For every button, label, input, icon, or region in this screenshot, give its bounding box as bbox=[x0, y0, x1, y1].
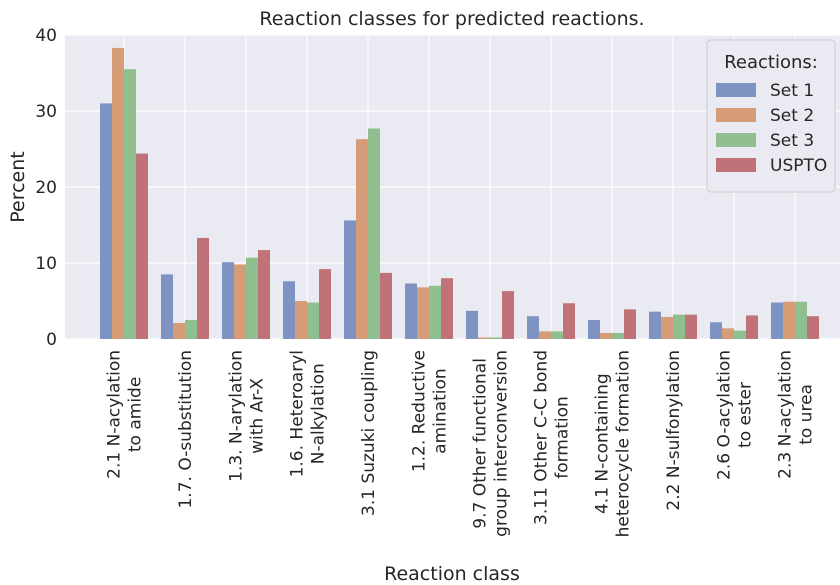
bar bbox=[795, 301, 807, 339]
bar bbox=[405, 283, 417, 339]
bar bbox=[429, 285, 441, 339]
y-tick-label: 40 bbox=[35, 26, 57, 46]
bar bbox=[173, 323, 185, 339]
bar bbox=[295, 301, 307, 339]
y-tick-label: 30 bbox=[35, 102, 57, 122]
bar bbox=[490, 337, 502, 339]
x-tick-label: 4.1 N-containingheterocycle formation bbox=[593, 350, 634, 537]
bar bbox=[283, 281, 295, 339]
y-tick-label: 10 bbox=[35, 254, 57, 274]
legend-swatch bbox=[716, 108, 756, 122]
bar bbox=[197, 237, 209, 339]
bar bbox=[344, 220, 356, 339]
bar bbox=[246, 257, 258, 339]
bar bbox=[441, 278, 453, 339]
bar bbox=[112, 47, 124, 340]
bar bbox=[124, 69, 136, 339]
bar bbox=[234, 264, 246, 339]
bars bbox=[100, 47, 819, 340]
legend-swatch bbox=[716, 133, 756, 147]
bar bbox=[417, 287, 429, 339]
bar bbox=[222, 262, 234, 339]
bar bbox=[258, 250, 270, 339]
legend-swatch bbox=[716, 158, 756, 172]
bar bbox=[539, 331, 551, 339]
legend: Reactions: Set 1 Set 2 Set 3 USPTO bbox=[706, 39, 836, 193]
y-axis-label: Percent bbox=[7, 151, 29, 223]
bar bbox=[624, 309, 636, 339]
bar bbox=[612, 332, 624, 339]
bar bbox=[551, 331, 563, 339]
x-tick-label: 3.1 Suzuki coupling bbox=[359, 350, 379, 516]
chart-title: Reaction classes for predicted reactions… bbox=[259, 8, 644, 30]
legend-label: USPTO bbox=[770, 156, 827, 176]
x-tick-label: 1.6. HeteroarylN-alkylation bbox=[288, 350, 329, 477]
bar bbox=[710, 322, 722, 339]
bar bbox=[502, 291, 514, 339]
bar bbox=[380, 272, 392, 339]
bar bbox=[136, 153, 148, 339]
bar bbox=[466, 310, 478, 339]
bar bbox=[368, 128, 380, 339]
bar bbox=[649, 311, 661, 339]
x-axis-label: Reaction class bbox=[384, 563, 520, 585]
bar bbox=[734, 330, 746, 339]
x-tick-label: 3.11 Other C-C bondformation bbox=[532, 350, 573, 525]
y-tick-label: 20 bbox=[35, 178, 57, 198]
x-tick-label: 1.3. N-arylationwith Ar-X bbox=[227, 350, 268, 482]
bar bbox=[661, 316, 673, 339]
x-tick-label: 9.7 Other functionalgroup interconversio… bbox=[471, 350, 512, 537]
x-tick-label: 2.2 N-sulfonylation bbox=[664, 350, 684, 511]
bar bbox=[100, 103, 112, 340]
bar bbox=[307, 302, 319, 339]
legend-label: Set 1 bbox=[770, 81, 814, 101]
bar bbox=[807, 316, 819, 339]
x-tick-label: 2.6 O-acylationto ester bbox=[715, 350, 756, 480]
y-tick-label: 0 bbox=[46, 330, 57, 350]
bar bbox=[356, 139, 368, 339]
bar bbox=[563, 303, 575, 339]
bar bbox=[783, 301, 795, 339]
bar bbox=[746, 315, 758, 339]
bar bbox=[771, 302, 783, 339]
bar bbox=[185, 320, 197, 339]
x-tick-label: 2.1 N-acylationto amide bbox=[105, 350, 146, 479]
legend-title: Reactions: bbox=[724, 52, 818, 73]
bar bbox=[673, 314, 685, 339]
bar bbox=[478, 337, 490, 339]
legend-label: Set 3 bbox=[770, 131, 814, 151]
bar bbox=[685, 314, 697, 339]
legend-label: Set 2 bbox=[770, 106, 814, 126]
legend-box bbox=[706, 39, 836, 193]
bar bbox=[600, 332, 612, 339]
x-tick-label: 1.7. O-substitution bbox=[176, 350, 196, 509]
bar bbox=[161, 274, 173, 339]
x-tick-label: 2.3 N-acylationto urea bbox=[776, 350, 817, 479]
bar bbox=[722, 328, 734, 339]
bar bbox=[588, 320, 600, 339]
legend-swatch bbox=[716, 83, 756, 97]
bar bbox=[527, 316, 539, 339]
bar bbox=[319, 269, 331, 339]
x-tick-label: 1.2. Reductiveamination bbox=[410, 350, 451, 472]
